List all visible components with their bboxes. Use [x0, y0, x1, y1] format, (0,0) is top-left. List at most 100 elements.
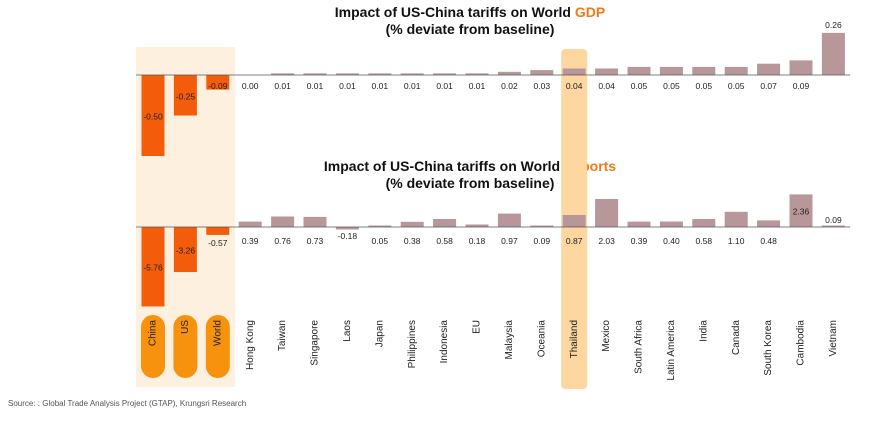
category-label: Malaysia — [504, 320, 515, 360]
gdp-bar-latin-america — [659, 66, 683, 75]
category-label: EU — [472, 320, 483, 334]
exports-value-label: 0.87 — [566, 236, 583, 246]
exports-bar-thailand — [562, 215, 586, 227]
category-label: Singapore — [310, 320, 321, 366]
exports-value-label: -3.26 — [176, 246, 196, 256]
category-label: Canada — [731, 320, 742, 355]
gdp-value-label: 0.05 — [728, 81, 745, 91]
exports-bar-mexico — [595, 199, 619, 227]
gdp-bar-canada — [724, 66, 748, 75]
gdp-title-highlight: GDP — [574, 4, 606, 20]
gdp-value-label: 0.01 — [436, 81, 453, 91]
exports-value-label: 0.18 — [469, 236, 486, 246]
exports-value-label: 0.76 — [274, 236, 291, 246]
gdp-value-label: 0.05 — [696, 81, 713, 91]
exports-value-label: 0.38 — [404, 236, 421, 246]
exports-bar-south-africa — [627, 221, 651, 227]
exports-value-label: 0.05 — [372, 236, 389, 246]
exports-value-label: 2.03 — [598, 236, 615, 246]
exports-value-label: 0.39 — [242, 236, 259, 246]
exports-title-prefix: Impact of US-China tariffs on World — [323, 158, 564, 174]
gdp-value-label: 0.07 — [760, 81, 777, 91]
gdp-bar-taiwan — [271, 73, 295, 75]
category-label: Japan — [374, 320, 385, 347]
exports-value-label: 0.73 — [307, 236, 324, 246]
gdp-value-label: -0.25 — [176, 91, 196, 101]
gdp-value-label: 0.01 — [469, 81, 486, 91]
gdp-value-label: 0.05 — [631, 81, 648, 91]
exports-bar-us — [173, 227, 197, 272]
pill-us — [173, 315, 198, 378]
exports-bar-japan — [368, 225, 392, 227]
category-label: South Korea — [763, 320, 774, 376]
exports-bar-canada — [724, 211, 748, 227]
exports-value-label: 0.97 — [501, 236, 518, 246]
exports-bar-malaysia — [497, 213, 521, 227]
gdp-bar-south-korea — [757, 63, 781, 75]
gdp-value-label: 0.05 — [663, 81, 680, 91]
gdp-bar-india — [692, 66, 716, 75]
category-label: India — [698, 320, 709, 342]
exports-bar-world — [206, 227, 230, 235]
category-label: Taiwan — [277, 320, 288, 351]
gdp-bar-singapore — [303, 73, 327, 75]
category-label: Thailand — [569, 320, 580, 358]
gdp-bar-china — [141, 75, 165, 156]
exports-bar-philippines — [400, 221, 424, 227]
gdp-bar-eu — [465, 73, 489, 75]
gdp-value-label: 0.01 — [274, 81, 291, 91]
exports-value-label: 0.58 — [436, 236, 453, 246]
exports-title-line2: (% deviate from baseline) — [385, 175, 555, 191]
exports-bar-oceania — [530, 225, 554, 227]
category-label: Indonesia — [439, 320, 450, 364]
exports-chart: -5.76 -3.26 -0.57 0.39 0.76 0.73 -0.18 0.05 0.38… — [136, 194, 850, 307]
exports-bar-china — [141, 227, 165, 307]
source-note: Source: : Global Trade Analysis Project … — [8, 399, 247, 408]
exports-value-label: 0.09 — [825, 215, 842, 225]
category-label: Oceania — [536, 320, 547, 358]
category-label: Laos — [342, 320, 353, 342]
exports-value-label: 0.40 — [663, 236, 680, 246]
gdp-bar-oceania — [530, 70, 554, 75]
exports-value-label: 0.09 — [534, 236, 551, 246]
gdp-value-label: 0.03 — [534, 81, 551, 91]
gdp-chart-title: Impact of US-China tariffs on World GDP … — [240, 4, 700, 38]
gdp-bar-world — [206, 75, 230, 90]
gdp-value-label: 0.01 — [339, 81, 356, 91]
gdp-title-prefix: Impact of US-China tariffs on World — [334, 4, 575, 20]
pill-world — [205, 315, 230, 378]
gdp-value-label: 0.01 — [404, 81, 421, 91]
exports-bar-singapore — [303, 216, 327, 227]
gdp-bar-south-africa — [627, 66, 651, 75]
category-label: Vietnam — [828, 320, 839, 357]
gdp-bar-vietnam — [821, 32, 845, 75]
exports-bar-laos — [335, 227, 359, 230]
gdp-value-label: 0.04 — [566, 81, 583, 91]
gdp-bar-laos — [335, 73, 359, 75]
gdp-value-label: 0.04 — [598, 81, 615, 91]
exports-bar-india — [692, 219, 716, 227]
exports-value-label: 0.58 — [696, 236, 713, 246]
exports-bar-latin-america — [659, 221, 683, 227]
exports-value-label: -0.18 — [338, 231, 358, 241]
exports-value-label: 2.36 — [793, 207, 810, 217]
exports-value-label: -5.76 — [143, 263, 163, 273]
exports-bar-cambodia — [789, 194, 813, 227]
gdp-bar-mexico — [595, 68, 619, 75]
gdp-bar-japan — [368, 73, 392, 75]
exports-bar-hong-kong — [238, 221, 262, 227]
gdp-bar-malaysia — [497, 71, 521, 75]
exports-value-label: -0.57 — [208, 238, 228, 248]
gdp-title-line2: (% deviate from baseline) — [385, 21, 555, 37]
exports-bar-indonesia — [433, 219, 457, 227]
gdp-bar-thailand — [562, 68, 586, 75]
category-label: Hong Kong — [245, 320, 256, 370]
exports-bar-eu — [465, 224, 489, 227]
gdp-value-label: -0.09 — [208, 81, 228, 91]
category-label: Cambodia — [796, 320, 807, 366]
category-label: China — [148, 320, 159, 347]
gdp-bar-us — [173, 75, 197, 116]
gdp-value-label: -0.50 — [143, 112, 163, 122]
gdp-bar-indonesia — [433, 73, 457, 75]
